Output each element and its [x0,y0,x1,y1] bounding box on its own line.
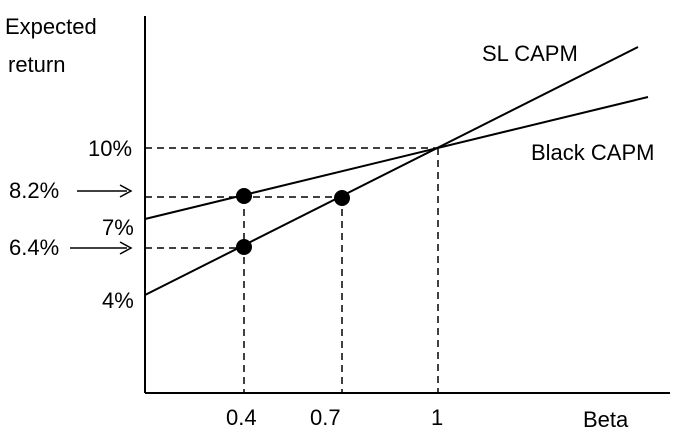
y-axis-label-line1: Expected [5,14,97,39]
x-tick-0-4: 0.4 [226,405,257,430]
y-tick-7pct: 7% [102,215,134,240]
guide-lines [145,147,439,393]
y-axis-label-line2: return [8,52,65,77]
y-tick-10pct: 10% [88,136,132,161]
y-tick-8-2pct: 8.2% [9,178,59,203]
x-axis-label: Beta [583,407,629,431]
point-sl-capm-beta-0-7 [334,190,350,206]
label-arrows [70,184,133,255]
arrow-6-4pct-head-icon [119,241,133,255]
black-capm-line [144,96,649,220]
point-sl-capm-beta-0-4 [236,239,252,255]
sl-capm-line [144,46,639,296]
x-tick-0-7: 0.7 [310,405,341,430]
y-tick-6-4pct: 6.4% [9,235,59,260]
sl-capm-label: SL CAPM [482,41,578,66]
point-black-capm-beta-0-4 [236,188,252,204]
y-tick-4pct: 4% [102,288,134,313]
x-tick-1: 1 [431,405,443,430]
arrow-8-2pct-head-icon [119,184,133,198]
black-capm-label: Black CAPM [531,140,654,165]
